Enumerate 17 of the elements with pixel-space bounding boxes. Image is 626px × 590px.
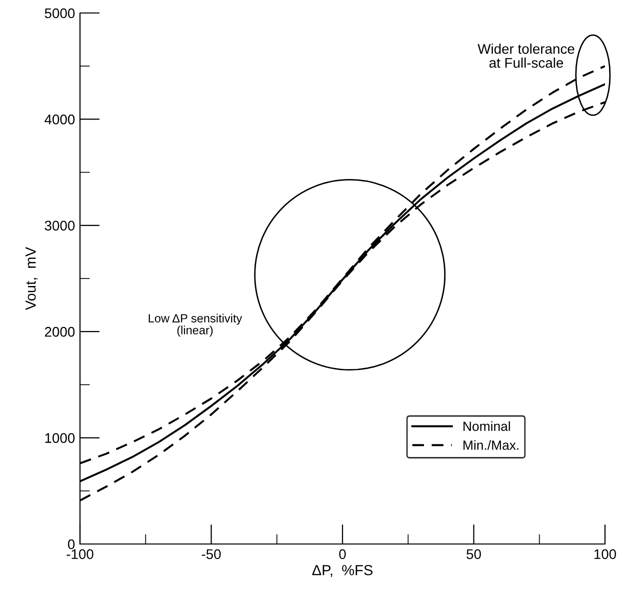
x-tick-label: -50 [202,549,221,560]
y-tick-label: 1000 [45,433,75,443]
legend-label: Min./Max. [464,440,518,450]
legend-label: Nominal [464,421,510,431]
y-tick-label: 3000 [44,220,75,231]
x-tick-label: -100 [66,549,94,560]
x-axis-title: ΔP, %FS [312,564,373,578]
x-tick-label: 50 [466,549,481,560]
y-tick-label: 2000 [44,326,75,337]
annotation: Wider tolerance at Full-scale [478,44,574,68]
x-tick-label: 100 [594,549,616,560]
y-tick-label: 0 [68,539,75,550]
y-axis-title: Vout, mV [26,246,38,310]
y-tick-label: 4000 [44,114,75,124]
x-tick-label: 0 [339,549,346,560]
annotation: Low ΔP sensitivity (linear) [148,314,242,337]
y-tick-label: 5000 [44,8,75,18]
